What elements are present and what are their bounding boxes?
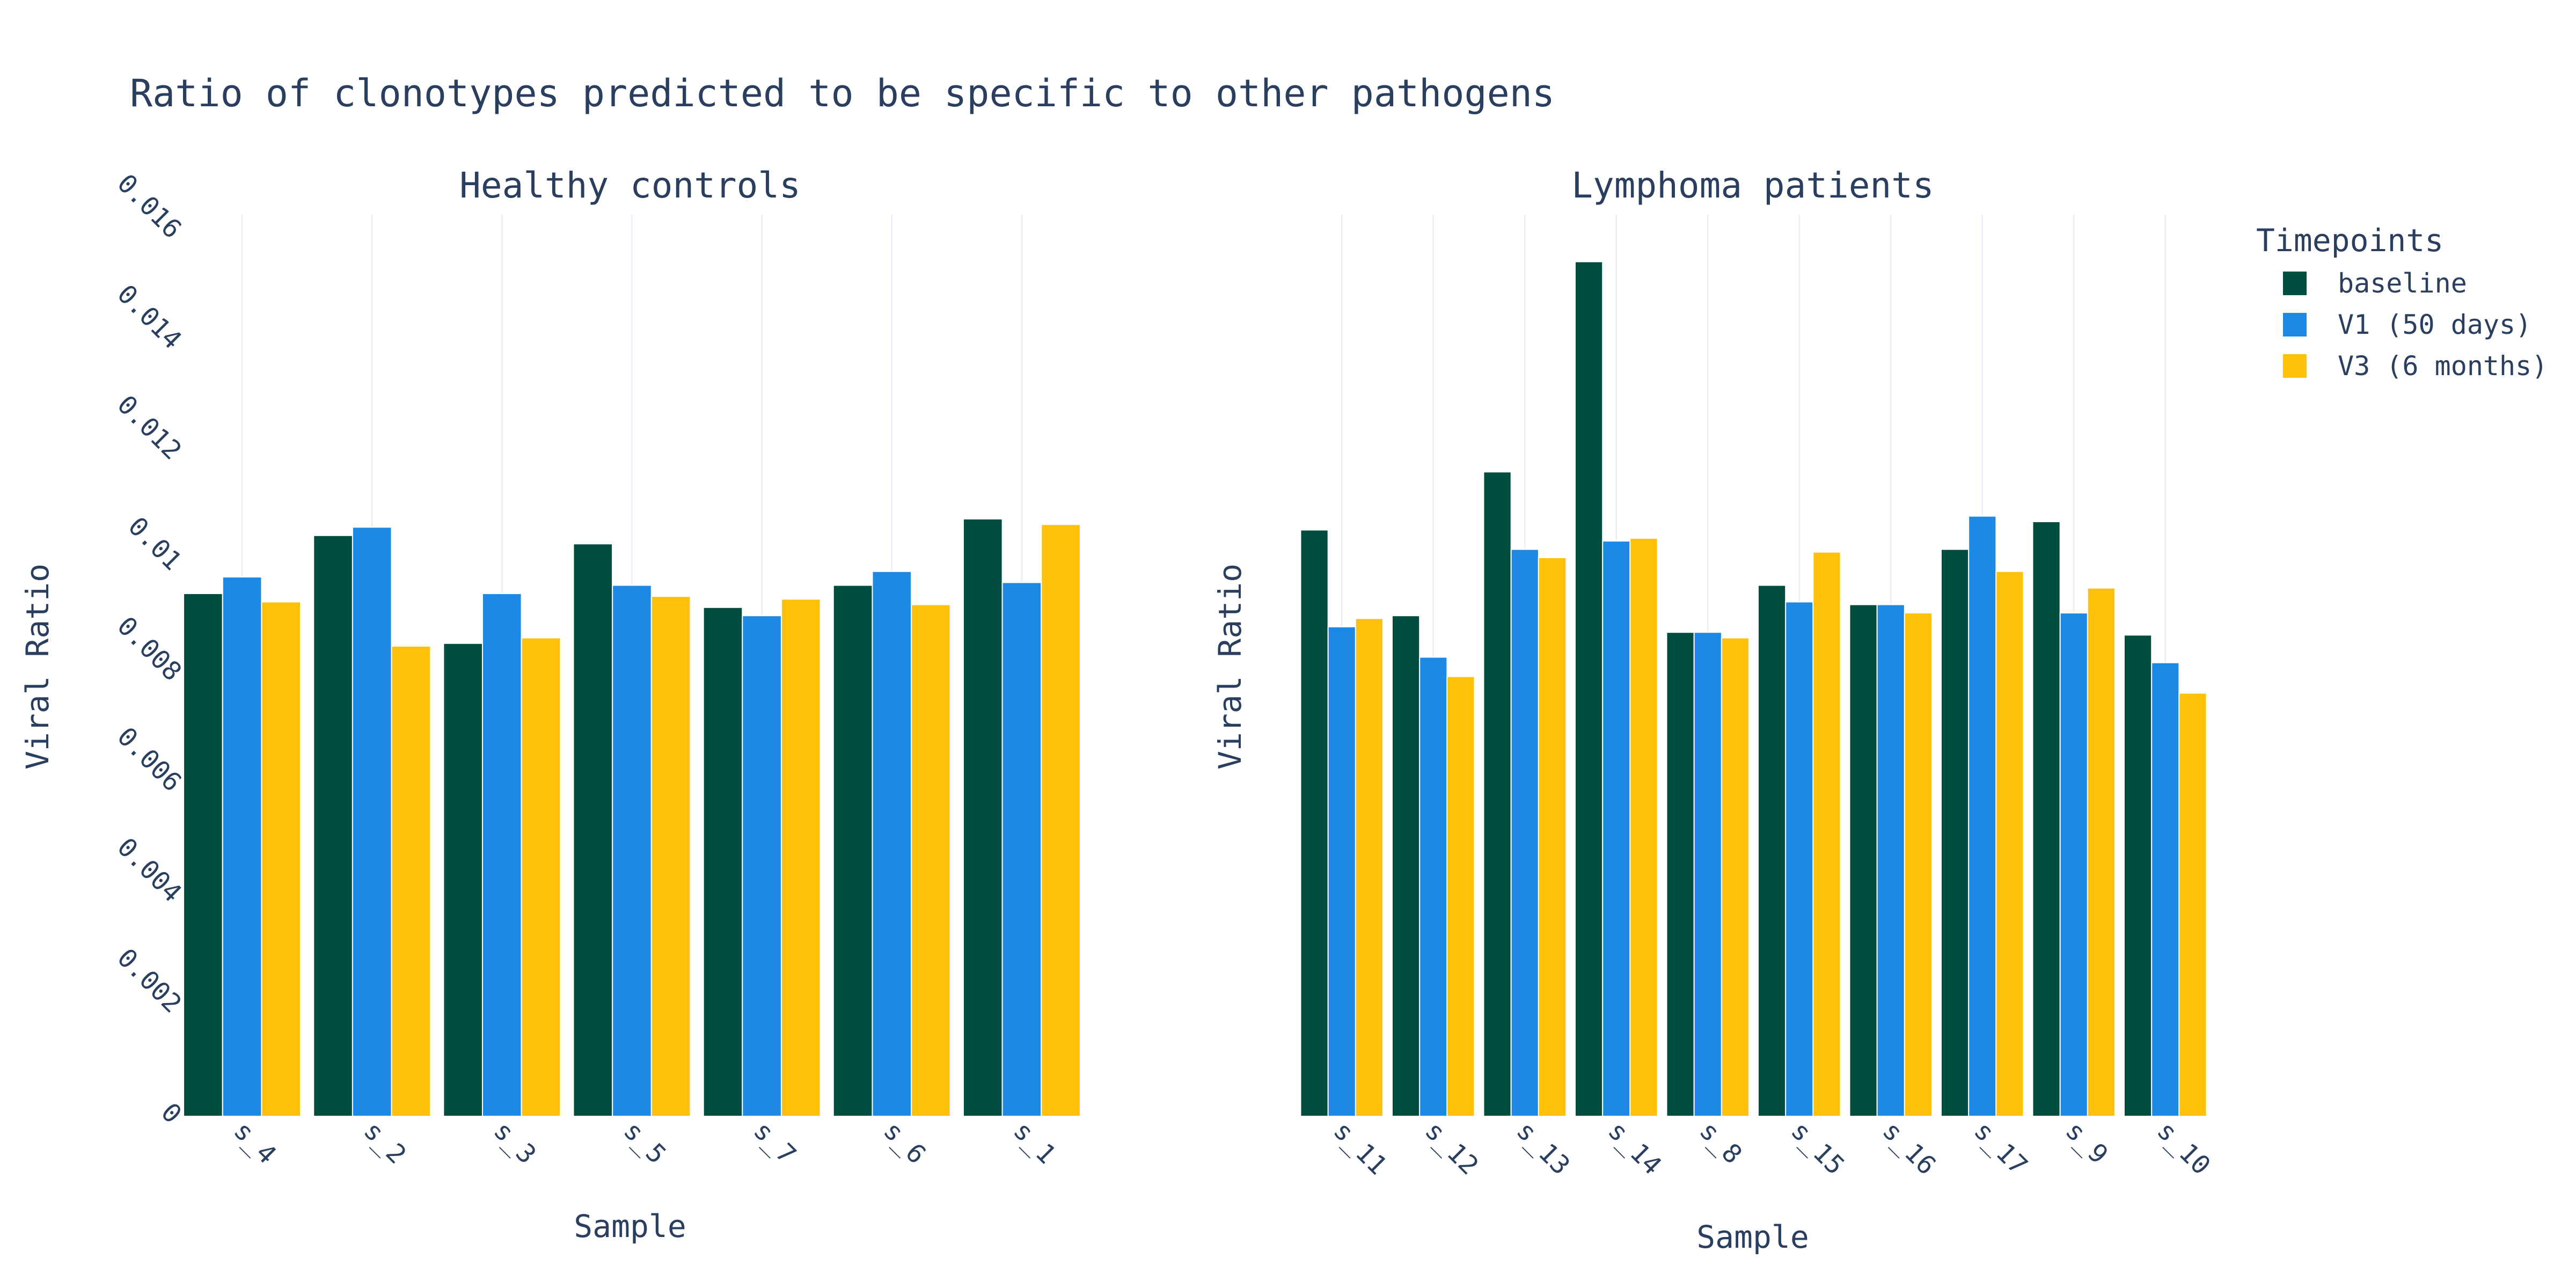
y-tick-label: 0.002 bbox=[111, 943, 187, 1019]
bar-s_10-v1-50-days-[interactable] bbox=[2151, 662, 2180, 1117]
panel-healthy-controls: Healthy controls Sample Viral Ratio s_4 s… bbox=[19, 165, 1081, 1245]
bar-s_12-v1-50-days-[interactable] bbox=[1419, 656, 1448, 1117]
bar-s_6-v1-50-days-[interactable] bbox=[872, 570, 912, 1117]
bar-s_2-v1-50-days-[interactable] bbox=[352, 526, 392, 1117]
x-tick-label: s_1 bbox=[1007, 1116, 1062, 1170]
x-tick-label: s_11 bbox=[1328, 1116, 1393, 1181]
bar-s_3-v3-6-months-[interactable] bbox=[521, 637, 561, 1117]
panel-title-healthy: Healthy controls bbox=[459, 165, 801, 206]
x-tick-label: s_4 bbox=[228, 1116, 282, 1170]
bar-s_1-v3-6-months-[interactable] bbox=[1041, 524, 1081, 1117]
bar-s_15-v1-50-days-[interactable] bbox=[1785, 601, 1814, 1117]
bar-s_8-v3-6-months-[interactable] bbox=[1721, 637, 1750, 1117]
legend-item-baseline[interactable]: baseline bbox=[2283, 268, 2467, 299]
x-tick-label: s_13 bbox=[1511, 1116, 1576, 1181]
bar-s_2-v3-6-months-[interactable] bbox=[391, 645, 431, 1117]
legend: Timepoints baseline V1 (50 days) V3 (6 m… bbox=[2256, 222, 2548, 382]
legend-label-baseline: baseline bbox=[2338, 268, 2467, 299]
y-tick-label: 0.016 bbox=[111, 169, 187, 245]
y-tick-label: 0.01 bbox=[122, 511, 187, 576]
bar-s_4-v3-6-months-[interactable] bbox=[261, 601, 301, 1117]
y-tick-label: 0.012 bbox=[111, 390, 187, 466]
bar-s_9-v3-6-months-[interactable] bbox=[2087, 587, 2116, 1117]
bar-s_10-v3-6-months-[interactable] bbox=[2178, 692, 2207, 1117]
panel-lymphoma-patients: Lymphoma patients Sample Viral Ratio s_1… bbox=[1212, 165, 2216, 1255]
bar-s_4-baseline[interactable] bbox=[183, 593, 223, 1117]
bar-s_3-v1-50-days-[interactable] bbox=[482, 593, 522, 1117]
legend-item-v1[interactable]: V1 (50 days) bbox=[2283, 309, 2531, 340]
bar-s_12-v3-6-months-[interactable] bbox=[1446, 676, 1475, 1117]
bar-s_8-v1-50-days-[interactable] bbox=[1693, 632, 1722, 1117]
bar-s_14-v3-6-months-[interactable] bbox=[1629, 537, 1658, 1117]
legend-title: Timepoints bbox=[2256, 222, 2443, 259]
bar-s_9-v1-50-days-[interactable] bbox=[2059, 612, 2088, 1117]
legend-swatch-baseline bbox=[2283, 272, 2307, 295]
panel-title-lymphoma: Lymphoma patients bbox=[1571, 165, 1934, 206]
y-tick-label: 0 bbox=[155, 1097, 187, 1129]
x-tick-label: s_14 bbox=[1602, 1116, 1667, 1181]
bar-s_1-v1-50-days-[interactable] bbox=[1001, 582, 1042, 1117]
bar-s_13-v1-50-days-[interactable] bbox=[1510, 548, 1539, 1117]
bar-s_6-v3-6-months-[interactable] bbox=[911, 604, 951, 1117]
bar-s_14-v1-50-days-[interactable] bbox=[1602, 540, 1631, 1117]
bar-s_16-v3-6-months-[interactable] bbox=[1904, 612, 1933, 1117]
bar-s_1-baseline[interactable] bbox=[963, 518, 1003, 1117]
bar-s_4-v1-50-days-[interactable] bbox=[222, 576, 262, 1117]
bar-s_13-baseline[interactable] bbox=[1483, 471, 1512, 1117]
bar-s_11-v1-50-days-[interactable] bbox=[1327, 626, 1356, 1117]
bar-s_9-baseline[interactable] bbox=[2032, 521, 2061, 1117]
bar-s_17-baseline[interactable] bbox=[1941, 548, 1970, 1117]
bar-s_13-v3-6-months-[interactable] bbox=[1538, 557, 1567, 1117]
bar-s_8-baseline[interactable] bbox=[1666, 632, 1695, 1117]
bar-s_7-v1-50-days-[interactable] bbox=[742, 615, 782, 1117]
x-tick-label: s_16 bbox=[1877, 1116, 1942, 1181]
legend-label-v1: V1 (50 days) bbox=[2338, 309, 2531, 340]
x-tick-label: s_3 bbox=[488, 1116, 542, 1170]
bar-s_5-v1-50-days-[interactable] bbox=[612, 584, 652, 1117]
bar-s_11-baseline[interactable] bbox=[1300, 529, 1329, 1117]
legend-swatch-v3 bbox=[2283, 354, 2307, 378]
bar-s_17-v3-6-months-[interactable] bbox=[1995, 570, 2024, 1117]
x-tick-label: s_7 bbox=[748, 1116, 802, 1170]
bar-s_5-v3-6-months-[interactable] bbox=[650, 596, 691, 1117]
bar-s_15-v3-6-months-[interactable] bbox=[1812, 551, 1841, 1117]
y-tick-label: 0.004 bbox=[111, 832, 187, 908]
y-axis-title-lymphoma: Viral Ratio bbox=[1212, 564, 1248, 770]
y-tick-label: 0.014 bbox=[111, 279, 187, 355]
x-tick-label: s_5 bbox=[618, 1116, 672, 1170]
x-tick-label: s_2 bbox=[358, 1116, 412, 1170]
x-tick-label: s_6 bbox=[877, 1116, 932, 1170]
bar-s_17-v1-50-days-[interactable] bbox=[1968, 515, 1997, 1117]
bar-s_3-baseline[interactable] bbox=[443, 642, 484, 1117]
figure-title: Ratio of clonotypes predicted to be spec… bbox=[130, 71, 1555, 115]
legend-label-v3: V3 (6 months) bbox=[2338, 350, 2548, 382]
bar-s_6-baseline[interactable] bbox=[832, 584, 873, 1117]
x-tick-label: s_15 bbox=[1785, 1116, 1850, 1181]
bar-s_12-baseline[interactable] bbox=[1392, 615, 1421, 1117]
x-tick-label: s_17 bbox=[1968, 1116, 2033, 1181]
y-axis-title-healthy: Viral Ratio bbox=[19, 564, 56, 770]
y-tick-label: 0.006 bbox=[111, 721, 187, 797]
x-tick-label: s_10 bbox=[2151, 1116, 2216, 1181]
bar-s_15-baseline[interactable] bbox=[1758, 584, 1787, 1117]
x-axis-title-lymphoma: Sample bbox=[1696, 1219, 1809, 1255]
bar-s_11-v3-6-months-[interactable] bbox=[1355, 618, 1384, 1117]
bar-s_7-v3-6-months-[interactable] bbox=[781, 598, 821, 1117]
x-tick-label: s_9 bbox=[2060, 1116, 2114, 1170]
y-tick-label: 0.008 bbox=[111, 611, 187, 687]
bar-s_16-baseline[interactable] bbox=[1849, 604, 1878, 1117]
bar-s_2-baseline[interactable] bbox=[313, 535, 353, 1117]
x-tick-label: s_8 bbox=[1694, 1116, 1748, 1170]
bar-s_5-baseline[interactable] bbox=[573, 543, 613, 1117]
x-tick-label: s_12 bbox=[1419, 1116, 1484, 1181]
legend-swatch-v1 bbox=[2283, 313, 2307, 336]
bar-s_16-v1-50-days-[interactable] bbox=[1876, 604, 1905, 1117]
bar-s_10-baseline[interactable] bbox=[2124, 634, 2153, 1117]
bar-s_14-baseline[interactable] bbox=[1575, 261, 1604, 1117]
x-axis-title-healthy: Sample bbox=[574, 1208, 686, 1245]
bar-s_7-baseline[interactable] bbox=[702, 606, 743, 1117]
legend-item-v3[interactable]: V3 (6 months) bbox=[2283, 350, 2548, 382]
